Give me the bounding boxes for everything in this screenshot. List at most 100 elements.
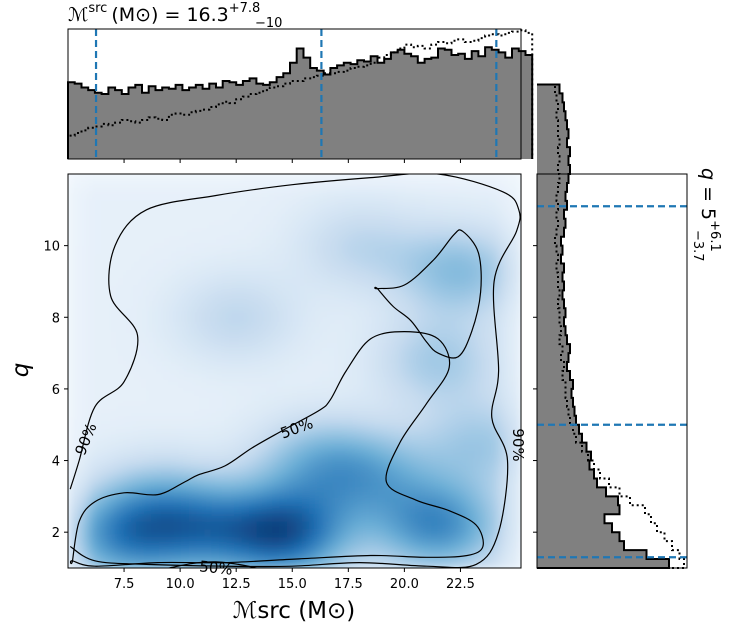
density-cell — [249, 229, 258, 238]
density-cell — [271, 189, 281, 199]
density-cell — [128, 520, 137, 530]
density-cell — [196, 347, 205, 357]
density-cell — [490, 426, 500, 435]
density-cell — [415, 260, 424, 270]
density-cell — [211, 181, 220, 191]
density-cell — [415, 536, 424, 546]
density-cell — [354, 331, 364, 341]
density-cell — [339, 189, 349, 199]
density-cell — [90, 536, 99, 546]
density-cell — [475, 520, 485, 530]
density-cell — [113, 418, 122, 427]
density-cell — [437, 252, 447, 262]
density-cell — [181, 497, 190, 506]
density-cell — [75, 434, 84, 443]
density-cell — [211, 481, 220, 490]
density-cell — [302, 355, 311, 364]
density-cell — [128, 457, 137, 467]
density-cell — [166, 536, 175, 546]
density-cell — [392, 205, 401, 215]
density-cell — [309, 418, 318, 427]
density-cell — [211, 371, 220, 380]
density-cell — [513, 300, 521, 309]
density-cell — [302, 481, 311, 490]
density-cell — [415, 347, 424, 357]
density-cell — [75, 544, 84, 554]
density-cell — [475, 300, 485, 309]
density-cell — [83, 512, 92, 522]
density-cell — [294, 378, 303, 388]
density-cell — [113, 260, 122, 270]
density-cell — [211, 331, 220, 341]
density-cell — [453, 418, 462, 427]
density-cell — [430, 489, 439, 498]
density-cell — [339, 528, 349, 538]
density-cell — [400, 260, 409, 270]
density-cell — [256, 536, 266, 546]
density-cell — [128, 410, 137, 420]
density-cell — [302, 292, 311, 301]
density-cell — [83, 307, 92, 317]
density-cell — [135, 394, 145, 404]
density-cell — [90, 323, 99, 333]
density-cell — [513, 339, 521, 349]
density-cell — [279, 418, 288, 427]
x-tick-label: 12.5 — [222, 577, 251, 592]
density-cell — [279, 221, 288, 230]
density-cell — [279, 244, 288, 254]
density-cell — [143, 252, 152, 262]
density-cell — [302, 418, 311, 427]
density-cell — [203, 386, 213, 396]
density-cell — [188, 181, 198, 191]
density-cell — [286, 221, 296, 230]
density-cell — [302, 434, 311, 443]
density-cell — [264, 331, 273, 341]
y-tick-label: 4 — [52, 455, 60, 470]
density-cell — [219, 237, 228, 246]
density-cell — [158, 434, 167, 443]
density-cell — [128, 181, 137, 191]
density-cell — [135, 402, 145, 412]
density-cell — [513, 394, 521, 404]
density-cell — [271, 552, 281, 561]
density-cell — [505, 465, 515, 475]
density-cell — [256, 441, 266, 451]
density-cell — [324, 331, 334, 341]
density-cell — [483, 528, 492, 538]
density-cell — [354, 520, 364, 530]
density-cell — [75, 174, 84, 183]
density-cell — [445, 300, 454, 309]
density-cell — [68, 434, 77, 443]
density-cell — [309, 426, 318, 435]
density-cell — [279, 528, 288, 538]
density-cell — [385, 205, 394, 215]
density-cell — [332, 473, 341, 483]
density-cell — [286, 520, 296, 530]
density-cell — [302, 174, 311, 183]
density-cell — [332, 181, 341, 191]
density-cell — [271, 434, 281, 443]
density-cell — [483, 473, 492, 483]
density-cell — [249, 323, 258, 333]
density-cell — [317, 347, 326, 357]
density-cell — [181, 378, 190, 388]
density-cell — [219, 315, 228, 325]
density-cell — [347, 544, 356, 554]
density-cell — [151, 504, 160, 514]
density-cell — [385, 229, 394, 238]
density-cell — [181, 260, 190, 270]
density-cell — [377, 434, 386, 443]
density-cell — [385, 315, 394, 325]
density-cell — [105, 552, 115, 561]
density-cell — [166, 229, 175, 238]
density-cell — [234, 457, 243, 467]
density-cell — [173, 489, 183, 498]
density-cell — [317, 244, 326, 254]
density-cell — [377, 418, 386, 427]
density-cell — [68, 473, 77, 483]
density-cell — [151, 315, 160, 325]
density-cell — [513, 237, 521, 246]
density-cell — [271, 237, 281, 246]
density-cell — [166, 386, 175, 396]
density-cell — [430, 221, 439, 230]
